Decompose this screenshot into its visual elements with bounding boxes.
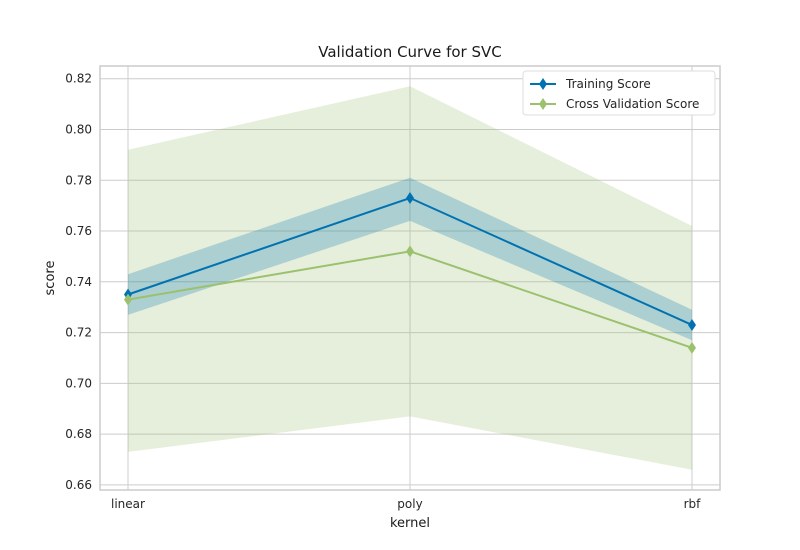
x-axis-ticks: linear poly rbf <box>111 497 701 511</box>
plot-frame <box>99 65 721 491</box>
grid <box>100 66 720 490</box>
cross-validation-score-marker <box>406 245 414 258</box>
y-tick-label: 0.72 <box>65 326 92 340</box>
y-tick-label: 0.68 <box>65 427 92 441</box>
legend-training-label: Training Score <box>565 77 651 91</box>
y-tick-label: 0.80 <box>65 122 92 136</box>
y-tick-label: 0.70 <box>65 376 92 390</box>
y-tick-label: 0.78 <box>65 173 92 187</box>
legend-training-marker <box>539 78 547 90</box>
legend-cross-validation-label: Cross Validation Score <box>566 97 699 111</box>
legend-cross-validation-marker <box>539 98 547 110</box>
legend: Training Score Cross Validation Score <box>522 70 716 116</box>
cross-validation-score-marker <box>688 341 696 354</box>
y-tick-label: 0.74 <box>65 275 92 289</box>
training-score-band <box>128 177 692 341</box>
score-bands <box>128 86 692 470</box>
x-tick-label: poly <box>397 497 422 511</box>
x-tick-label: linear <box>111 497 145 511</box>
y-tick-label: 0.82 <box>65 72 92 86</box>
training-score-marker <box>406 192 414 205</box>
chart-title: Validation Curve for SVC <box>318 43 502 61</box>
legend-items: Training Score Cross Validation Score <box>530 77 699 111</box>
legend-box <box>522 70 716 116</box>
training-score-marker <box>688 318 696 331</box>
score-markers <box>124 192 696 354</box>
cross-validation-score-band <box>128 86 692 470</box>
y-tick-label: 0.76 <box>65 224 92 238</box>
x-axis-label: kernel <box>390 516 430 531</box>
x-tick-label: rbf <box>684 497 702 511</box>
y-axis-label: score <box>43 261 58 296</box>
y-axis-ticks: 0.66 0.68 0.70 0.72 0.74 0.76 0.78 0.80 0.82 <box>65 72 92 492</box>
cross-validation-score-marker <box>124 293 132 306</box>
y-tick-label: 0.66 <box>65 478 92 492</box>
